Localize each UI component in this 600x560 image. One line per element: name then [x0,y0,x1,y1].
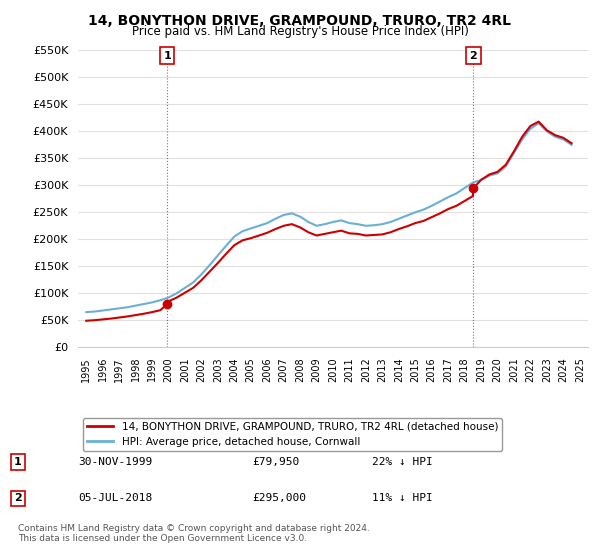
Text: 05-JUL-2018: 05-JUL-2018 [78,493,152,503]
Legend: 14, BONYTHON DRIVE, GRAMPOUND, TRURO, TR2 4RL (detached house), HPI: Average pri: 14, BONYTHON DRIVE, GRAMPOUND, TRURO, TR… [83,418,502,451]
Text: 1: 1 [14,457,22,467]
Text: 1: 1 [163,51,171,61]
Text: £295,000: £295,000 [252,493,306,503]
Text: 2: 2 [14,493,22,503]
Text: 14, BONYTHON DRIVE, GRAMPOUND, TRURO, TR2 4RL: 14, BONYTHON DRIVE, GRAMPOUND, TRURO, TR… [89,14,511,28]
Text: 11% ↓ HPI: 11% ↓ HPI [372,493,433,503]
Text: 2: 2 [470,51,478,61]
Text: £79,950: £79,950 [252,457,299,467]
Text: Contains HM Land Registry data © Crown copyright and database right 2024.
This d: Contains HM Land Registry data © Crown c… [18,524,370,543]
Text: 30-NOV-1999: 30-NOV-1999 [78,457,152,467]
Text: 22% ↓ HPI: 22% ↓ HPI [372,457,433,467]
Text: Price paid vs. HM Land Registry's House Price Index (HPI): Price paid vs. HM Land Registry's House … [131,25,469,38]
